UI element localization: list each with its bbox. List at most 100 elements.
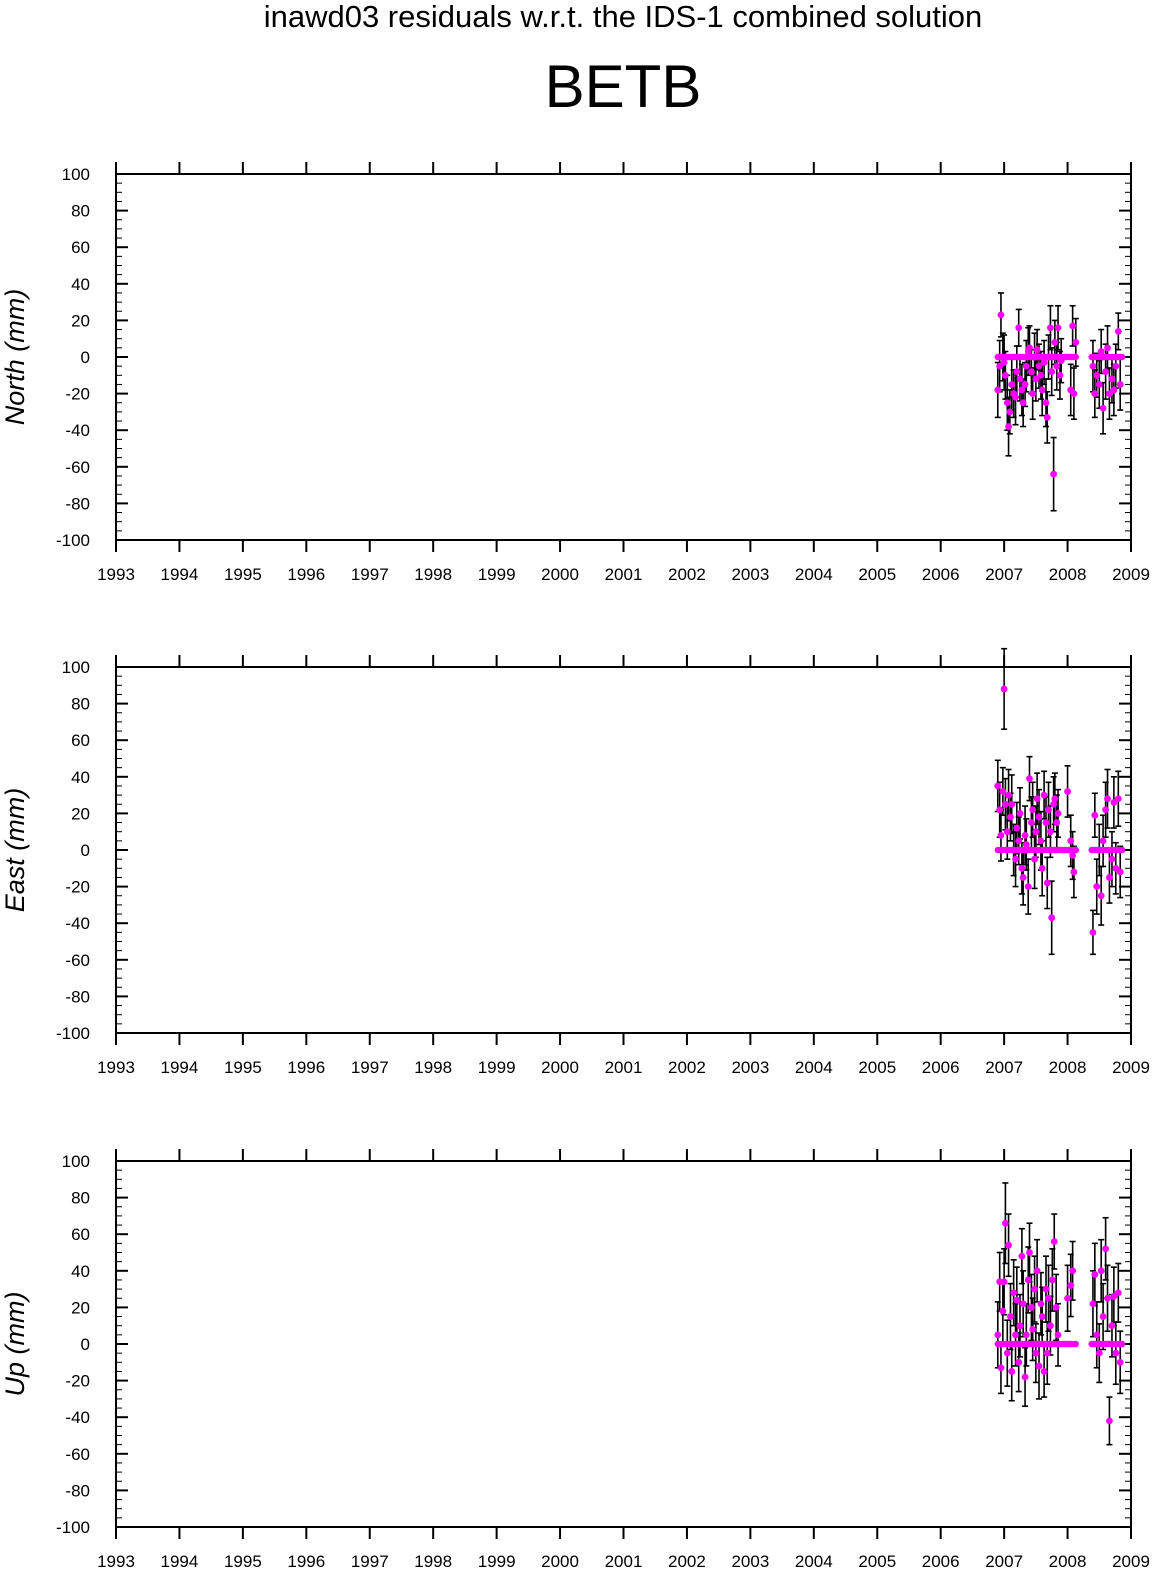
data-point (1022, 841, 1030, 848)
data-point (1040, 359, 1048, 366)
x-tick-label: 1993 (97, 1058, 135, 1077)
x-tick-label: 2007 (985, 1058, 1023, 1077)
x-tick-label: 2003 (731, 1058, 769, 1077)
x-tick-label: 1996 (287, 1552, 325, 1571)
plot-frame (115, 173, 1132, 541)
data-point (1019, 399, 1027, 407)
panel-2: 100 80 60 40 20 0 -20 -40 -60 -80 -100 1993 1994 1995… (0, 647, 1150, 1077)
data-point (1054, 324, 1062, 332)
zero-data-point (1072, 353, 1080, 361)
data-point (999, 788, 1007, 795)
x-tick-label: 1993 (97, 565, 135, 584)
data-point (1042, 399, 1050, 407)
data-point (1001, 800, 1009, 808)
data-point (1019, 874, 1027, 881)
data-point (1010, 1289, 1018, 1297)
data-point (1067, 1282, 1075, 1289)
y-tick-label: 60 (71, 731, 90, 750)
data-point (1042, 819, 1050, 826)
data-point (1097, 348, 1105, 355)
x-tick-label: 1999 (478, 1552, 516, 1571)
y-tick-label: 60 (71, 238, 90, 257)
data-point (1005, 423, 1012, 430)
x-tick-label: 1998 (414, 1552, 452, 1571)
data-point (1045, 806, 1052, 814)
data-point (999, 353, 1007, 361)
data-point (1106, 874, 1113, 881)
y-tick-label: 0 (81, 348, 90, 367)
data-point (1016, 375, 1024, 383)
zero-data-point (1118, 1340, 1126, 1348)
x-tick-label: 2004 (795, 1552, 833, 1571)
data-point (997, 831, 1005, 839)
data-point (1093, 883, 1101, 890)
data-point (1064, 1294, 1071, 1302)
data-point (1099, 837, 1107, 845)
data-point (1108, 855, 1116, 863)
data-point (1108, 1322, 1116, 1330)
x-tick-label: 2008 (1049, 1552, 1087, 1571)
y-tick-label: -80 (65, 1481, 90, 1500)
data-point (1035, 1362, 1043, 1370)
data-point (1032, 375, 1040, 383)
data-point (1015, 324, 1023, 332)
data-point (1010, 846, 1018, 854)
data-point (1053, 362, 1061, 370)
data-point (1043, 413, 1051, 421)
data-point (1045, 353, 1052, 361)
y-tick-label: 80 (71, 202, 90, 221)
y-tick-label: -20 (65, 385, 90, 404)
data-point (1050, 1238, 1058, 1245)
y-tick-label: 0 (81, 841, 90, 860)
data-point (1012, 1331, 1019, 1339)
x-tick-label: 1995 (224, 1552, 262, 1571)
panel-1: 100 80 60 40 20 0 -20 -40 -60 -80 -100 1993 1994 1995… (0, 162, 1150, 584)
data-point (1104, 344, 1111, 352)
data-point (1021, 1373, 1029, 1381)
data-point (1064, 788, 1071, 795)
data-point (1095, 381, 1103, 388)
panels: 100 80 60 40 20 0 -20 -40 -60 -80 -100 1993 1994 1995… (0, 162, 1150, 1571)
y-tick-label: -60 (65, 1445, 90, 1464)
data-point (1028, 819, 1035, 826)
x-tick-label: 2005 (858, 565, 896, 584)
x-tick-label: 1995 (224, 1058, 262, 1077)
data-point (1031, 353, 1038, 361)
data-point (1026, 344, 1033, 352)
data-point (1070, 390, 1078, 397)
data-point (1022, 1331, 1030, 1339)
data-point (1024, 1276, 1032, 1284)
data-point (1000, 685, 1008, 693)
data-point (1033, 795, 1041, 803)
data-point (1015, 1358, 1023, 1366)
data-point (1099, 404, 1107, 412)
data-point (1069, 1267, 1077, 1275)
data-point (1003, 399, 1011, 407)
x-tick-label: 2002 (668, 565, 706, 584)
y-axis-label: East (mm) (0, 788, 30, 913)
data-point (1112, 1349, 1120, 1357)
zero-data-point (1072, 846, 1080, 854)
data-point (1035, 813, 1043, 821)
data-point (1007, 813, 1014, 821)
y-tick-label: -20 (65, 878, 90, 897)
plot-frame (115, 666, 1132, 1034)
y-tick-label: -80 (65, 987, 90, 1006)
data-point (1051, 338, 1059, 346)
data-point (1026, 775, 1033, 783)
data-point (1029, 806, 1037, 814)
data-point (1013, 368, 1021, 376)
data-point (1093, 1331, 1101, 1339)
y-tick-label: 60 (71, 1225, 90, 1244)
x-tick-label: 2006 (922, 565, 960, 584)
plot-frame (115, 1160, 1132, 1528)
data-point (999, 1307, 1007, 1315)
data-point (1038, 1313, 1046, 1320)
data-point (1099, 1313, 1107, 1320)
y-tick-label: -40 (65, 1408, 90, 1427)
data-point (1097, 1267, 1105, 1275)
data-point (1093, 371, 1101, 379)
data-point (1089, 928, 1097, 936)
x-tick-label: 1994 (161, 1552, 199, 1571)
data-point (1091, 811, 1099, 819)
